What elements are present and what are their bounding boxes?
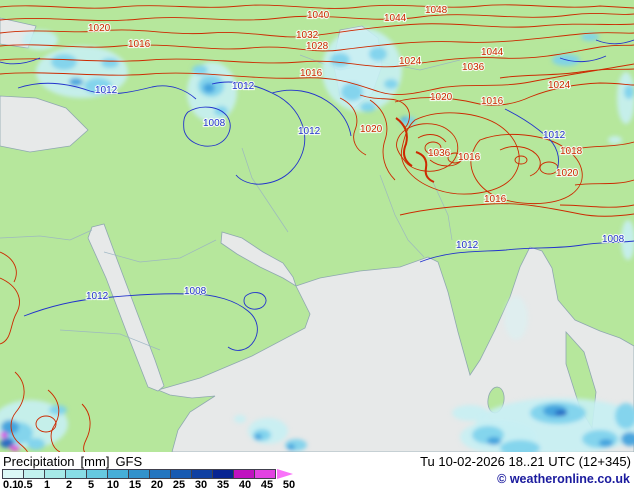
legend-tick: 5	[87, 479, 95, 490]
legend-tick: 15	[128, 479, 142, 490]
contour-label-blue: 1012	[95, 85, 118, 96]
legend-cell	[170, 469, 192, 479]
contour-label-red: 1024	[548, 80, 571, 91]
contour-label-blue: 1008	[184, 286, 207, 297]
legend-tick: 2	[65, 479, 73, 490]
contour-label-blue: 1012	[543, 130, 566, 141]
contour-label-red: 1020	[556, 168, 579, 179]
contour-label-red: 1016	[128, 39, 151, 50]
contour-label-red: 1032	[296, 30, 319, 41]
contour-label-blue: 1012	[86, 291, 109, 302]
legend-cell	[233, 469, 255, 479]
contour-label-red: 1016	[481, 96, 504, 107]
legend-tick: 10	[106, 479, 120, 490]
legend-tick: 0.1	[3, 479, 19, 490]
contour-label-red: 1016	[484, 194, 507, 205]
legend-cell	[107, 469, 129, 479]
legend-tick: 30	[194, 479, 208, 490]
contour-label-red: 1016	[458, 152, 481, 163]
legend-arrow-icon	[277, 469, 293, 479]
contour-label-blue: 1012	[456, 240, 479, 251]
contour-label-red: 1040	[307, 10, 330, 21]
legend-cell	[191, 469, 213, 479]
isobars-blue-layer	[0, 39, 634, 351]
legend-tick: 45	[260, 479, 274, 490]
legend-cell	[23, 469, 45, 479]
legend-cell	[65, 469, 87, 479]
product-caption: Precipitation [mm] GFS	[3, 454, 148, 469]
contour-label-blue: 1008	[602, 234, 625, 245]
contour-label-red: 1024	[399, 56, 422, 67]
footer-caption-row: Precipitation [mm] GFS Tu 10-02-2026 18..2…	[3, 454, 631, 469]
legend-tick: 20	[150, 479, 164, 490]
precipitation-layer	[0, 28, 634, 452]
contour-label-red: 1020	[88, 23, 111, 34]
legend-ticks: 0.1 0.5 1 2 5 10 15 20 25 30 35 40 45 50	[3, 479, 343, 490]
isobars-red-layer	[0, 4, 634, 452]
datetime-label: Tu 10-02-2026 18..21 UTC (12+345)	[420, 454, 631, 469]
contour-label-red: 1044	[481, 47, 504, 58]
legend-bar	[2, 469, 293, 479]
copyright-label: © weatheronline.co.uk	[497, 472, 630, 486]
contour-label-red: 1036	[462, 62, 485, 73]
legend-tick: 50	[282, 479, 296, 490]
legend-cell	[2, 469, 24, 479]
contour-label-blue: 1012	[298, 126, 321, 137]
legend-cell	[86, 469, 108, 479]
contour-label-red: 1044	[384, 13, 407, 24]
legend-tick: 35	[216, 479, 230, 490]
contour-label-red: 1036	[428, 148, 451, 159]
contour-label-red: 1020	[360, 124, 383, 135]
unit-label: [mm]	[80, 454, 110, 469]
map-footer: Precipitation [mm] GFS Tu 10-02-2026 18..2…	[0, 452, 634, 490]
legend-tick: 0.5	[17, 479, 33, 490]
legend-cell	[44, 469, 66, 479]
contour-label-red: 1018	[560, 146, 583, 157]
contour-label-red: 1028	[306, 41, 329, 52]
model-label: GFS	[115, 454, 143, 469]
legend-cell	[128, 469, 150, 479]
contour-label-red: 1016	[300, 68, 323, 79]
legend-cell	[149, 469, 171, 479]
legend-tick: 40	[238, 479, 252, 490]
contour-label-blue: 1012	[232, 81, 255, 92]
legend-cell	[254, 469, 276, 479]
map-area: 1020 1016 1040 1032 1028 1016 1044 1048 1024 1044…	[0, 0, 634, 452]
legend-cell	[212, 469, 234, 479]
contour-label-red: 1020	[430, 92, 453, 103]
product-label: Precipitation	[3, 454, 75, 469]
contour-label-red: 1048	[425, 5, 448, 16]
legend-tick: 25	[172, 479, 186, 490]
contour-label-blue: 1008	[203, 118, 226, 129]
legend-tick: 1	[43, 479, 51, 490]
